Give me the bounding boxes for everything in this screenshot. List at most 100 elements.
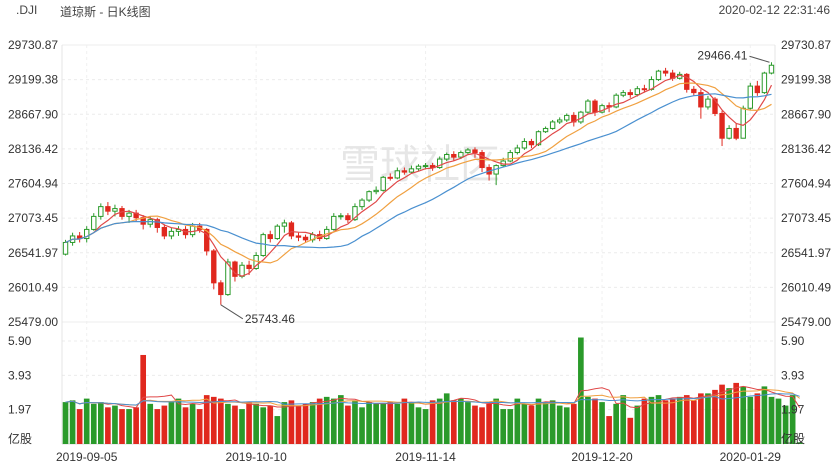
volume-bar — [218, 398, 224, 444]
y-tick-label-left: 25479.00 — [8, 315, 58, 329]
volume-bar — [62, 402, 69, 444]
candle-body — [260, 234, 266, 256]
volume-bar — [119, 409, 125, 444]
y-axis-labels: 29730.87 29730.87 29199.38 29199.38 28667.90… — [8, 38, 831, 446]
volume-bar — [634, 405, 641, 444]
chart-title: 道琼斯 - 日K线图 — [60, 5, 151, 19]
volume-bar — [345, 405, 351, 444]
y-tick-label-right: 29199.38 — [781, 73, 831, 87]
candle-body — [564, 114, 570, 121]
candle-body — [542, 127, 549, 133]
y-tick-label-right: 28136.42 — [781, 142, 831, 156]
volume-bar — [500, 409, 507, 444]
y-tick-label-right: 27073.45 — [781, 211, 831, 225]
vol-tick-label-right: 1.97 — [781, 403, 805, 417]
candle-body — [599, 105, 605, 113]
candle-body — [754, 85, 761, 94]
volume-bar — [592, 398, 598, 444]
candle-body — [768, 64, 775, 74]
volume-bar — [507, 409, 514, 444]
candle-body — [112, 208, 118, 212]
volume-bar — [450, 400, 457, 444]
candle-body — [415, 165, 422, 170]
candle-body — [691, 88, 697, 94]
volume-bar — [690, 400, 697, 444]
y-tick-label-right: 27604.94 — [781, 177, 831, 191]
high-annotation: 29466.41 — [697, 48, 747, 62]
volume-bar — [76, 409, 83, 444]
volume-bar — [274, 416, 281, 444]
candle-body — [232, 261, 238, 277]
candle-body — [204, 228, 210, 252]
y-tick-label-left: 27604.94 — [8, 177, 58, 191]
candle-body — [556, 119, 563, 123]
candle-body — [281, 222, 288, 227]
volume-bar — [69, 400, 76, 444]
volume-bar — [394, 403, 401, 444]
y-tick-label-left: 28136.42 — [8, 142, 58, 156]
volume-bar — [719, 384, 725, 444]
candle-body — [352, 206, 358, 221]
volume-bar — [147, 403, 154, 444]
candle-body — [535, 131, 542, 146]
y-tick-label-left: 26010.49 — [8, 280, 58, 294]
volume-moving-averages — [65, 385, 801, 409]
volume-bar — [514, 398, 521, 444]
volume-bar — [225, 403, 231, 444]
candle-body — [387, 176, 393, 179]
chart-header: .DJI 道琼斯 - 日K线图 2020-02-12 22:31:46 — [0, 0, 840, 22]
y-tick-label-right: 26541.97 — [781, 246, 831, 260]
volume-bar — [309, 402, 316, 444]
y-tick-label-right: 25479.00 — [781, 315, 831, 329]
candle-body — [698, 92, 704, 108]
volume-bar — [330, 398, 337, 444]
volume-bar — [168, 402, 175, 444]
volume-bar — [563, 407, 570, 444]
volume-bar — [549, 400, 556, 444]
volume-bar — [436, 398, 443, 444]
grid-lines — [61, 44, 776, 445]
volume-bar — [422, 409, 429, 444]
volume-bar — [126, 409, 132, 444]
volume-bar — [443, 393, 450, 444]
volume-bar — [267, 405, 274, 444]
volume-bar — [465, 402, 471, 444]
volume-bar — [196, 409, 203, 444]
candle-body — [422, 165, 429, 168]
moving-average-lines — [65, 74, 773, 277]
volume-bar — [380, 403, 387, 444]
volume-bar — [387, 402, 394, 444]
candle-body — [225, 261, 231, 296]
volume-bar — [648, 396, 655, 444]
candle-body — [126, 212, 132, 217]
volume-bar — [112, 405, 118, 444]
candle-body — [719, 112, 725, 139]
volume-bar — [556, 405, 563, 444]
candle-body — [528, 140, 535, 146]
volume-bar — [295, 405, 302, 444]
volume-unit-right: 亿股 — [781, 431, 805, 446]
candle-body — [98, 206, 104, 217]
candle-body — [634, 88, 641, 96]
candle-body — [627, 92, 633, 96]
candle-body — [521, 140, 528, 149]
y-tick-label-left: 29199.38 — [8, 73, 58, 87]
candle-body — [366, 191, 372, 201]
volume-bar — [210, 396, 217, 444]
candle-body — [655, 70, 662, 81]
volume-bar — [253, 403, 259, 444]
volume-bar — [232, 405, 238, 444]
volume-bar — [535, 398, 542, 444]
candle-body — [154, 219, 160, 228]
candle-body — [295, 235, 302, 238]
volume-bar — [768, 396, 775, 444]
volume-bar — [260, 407, 267, 444]
x-tick-label: 2019-11-14 — [395, 450, 456, 464]
candle-body — [267, 234, 273, 240]
y-tick-label-left: 26541.97 — [8, 246, 58, 260]
vol-tick-label-left: 5.90 — [8, 334, 32, 348]
volume-bar — [246, 402, 252, 444]
candle-body — [472, 149, 478, 154]
